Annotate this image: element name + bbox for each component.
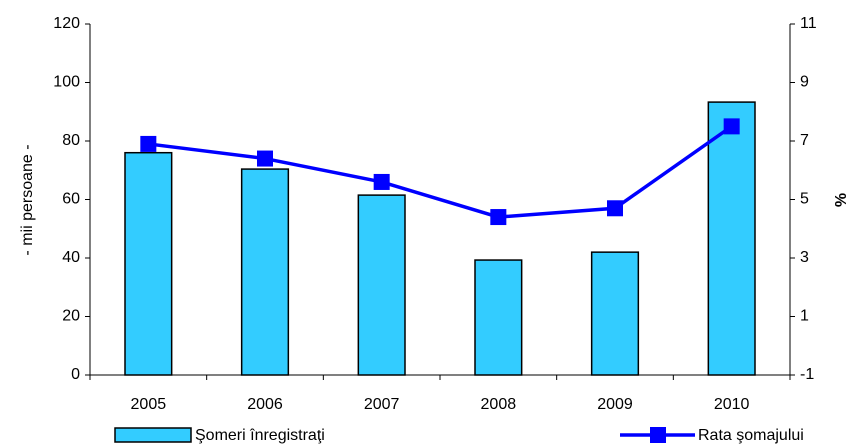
- y2-tick-label: 1: [800, 308, 809, 325]
- bar: [240, 168, 290, 376]
- x-tick-label: 2006: [247, 396, 283, 413]
- y-tick-label: 100: [53, 74, 80, 91]
- y2-tick-label: 11: [800, 15, 817, 32]
- bar: [707, 101, 756, 376]
- x-tick-label: 2008: [481, 396, 517, 413]
- marker: [140, 135, 157, 152]
- y2-axis-label: %: [833, 193, 850, 207]
- bar: [474, 259, 523, 376]
- legend-marker: [650, 427, 666, 443]
- x-tick-label: 2007: [364, 396, 400, 413]
- y2-tick-label: -1: [800, 366, 814, 383]
- marker: [723, 118, 740, 135]
- y-axis-label: - mii persoane -: [19, 144, 36, 255]
- bar: [124, 151, 173, 376]
- legend-swatch: [114, 427, 192, 443]
- y-tick-label: 120: [53, 15, 80, 32]
- bar: [590, 251, 640, 376]
- x-tick-label: 2010: [714, 396, 750, 413]
- y2-tick-label: 5: [800, 191, 809, 208]
- legend-label: Şomeri înregistraţi: [195, 427, 325, 444]
- legend-label: Rata şomajului: [698, 427, 804, 444]
- y-tick-label: 40: [62, 249, 80, 266]
- marker: [257, 150, 273, 167]
- marker: [607, 200, 623, 217]
- y2-tick-label: 7: [800, 132, 809, 149]
- bar: [357, 194, 406, 376]
- y-tick-label: 0: [71, 366, 80, 383]
- marker: [490, 209, 507, 226]
- y-tick-label: 20: [62, 308, 80, 325]
- y2-tick-label: 3: [800, 249, 809, 266]
- line: [148, 124, 733, 219]
- y-tick-label: 80: [62, 132, 80, 149]
- y-tick-label: 60: [62, 191, 80, 208]
- x-tick-label: 2005: [131, 396, 167, 413]
- marker: [373, 173, 390, 190]
- y2-tick-label: 9: [800, 74, 809, 91]
- x-tick-label: 2009: [597, 396, 633, 413]
